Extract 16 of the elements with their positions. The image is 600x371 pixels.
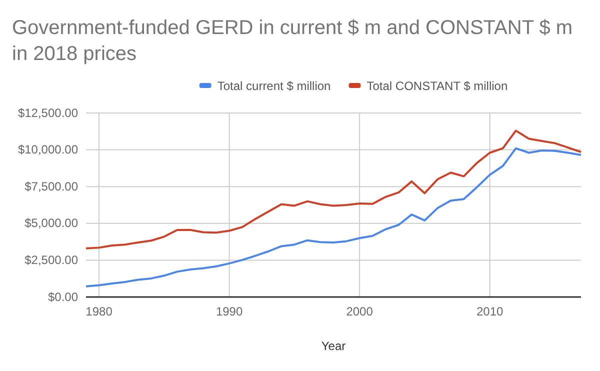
x-tick-label: 1990 [216,304,243,319]
x-tick-label: 2000 [346,304,374,319]
chart-title: Government-funded GERD in current $ m and CONSTANT $ m in 2018 prices [12,17,573,65]
legend-label: Total CONSTANT $ million [366,79,508,93]
legend-label: Total current $ million [217,79,331,93]
x-tick-label: 1980 [86,304,113,319]
x-tick-label: 2010 [476,304,504,319]
x-axis-title: Year [321,339,346,353]
line-series [85,130,582,250]
y-tick-label: $7,500.00 [24,179,78,194]
y-tick-label: $5,000.00 [24,216,78,230]
y-tick-label: $12,500.00 [18,106,78,120]
y-tick-label: $10,000.00 [18,142,78,157]
y-tick-label: $0.00 [48,290,78,304]
line-series [85,147,582,288]
y-tick-label: $2,500.00 [24,253,78,268]
